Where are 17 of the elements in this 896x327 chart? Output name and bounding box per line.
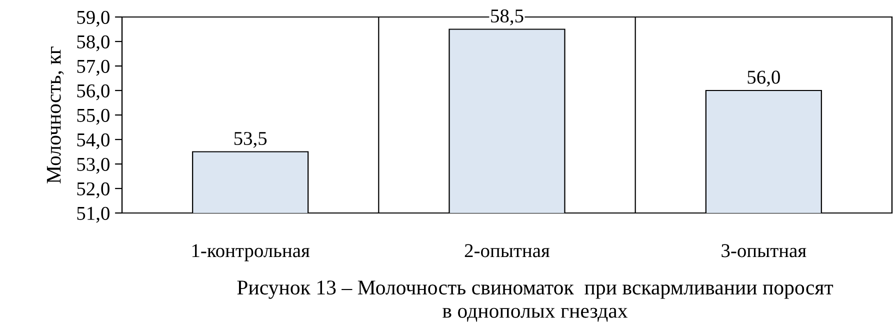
y-tick-label: 53,0 <box>77 158 110 174</box>
y-tick-label: 56,0 <box>77 84 110 100</box>
y-tick-label: 55,0 <box>77 108 110 125</box>
y-axis-title: Молочность, кг <box>46 46 64 184</box>
y-tick-label: 51,0 <box>77 206 110 223</box>
x-tick-label: 2-опытная <box>464 244 550 258</box>
y-tick-label: 52,0 <box>77 182 110 198</box>
data-label: 53,5 <box>234 132 267 148</box>
data-label: 56,0 <box>748 70 780 87</box>
y-tick-label: 57,0 <box>77 60 110 76</box>
y-tick-label: 59,0 <box>77 10 110 27</box>
y-tick-label: 54,0 <box>77 133 110 150</box>
y-tick-label: 58,0 <box>77 35 110 52</box>
x-tick-label: 3-опытная <box>722 244 806 258</box>
text: Рисунок 13 – Молочность свиноматок при вскармливании поросят в однополых гнездах <box>237 280 834 322</box>
data-label: 58,5 <box>491 9 524 26</box>
x-tick-label: 1-контрольная <box>192 244 310 262</box>
